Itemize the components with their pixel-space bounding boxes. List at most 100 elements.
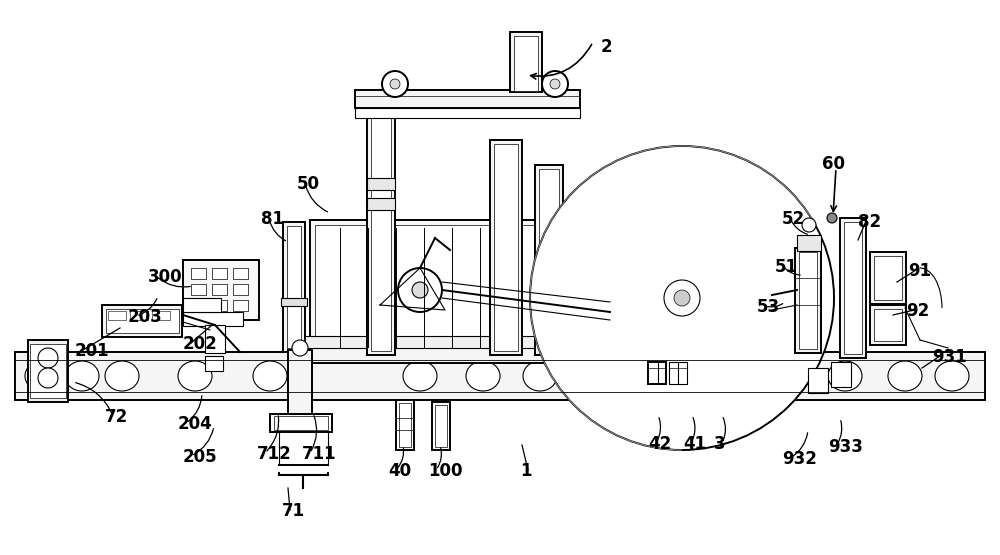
Circle shape xyxy=(412,282,428,298)
Ellipse shape xyxy=(828,361,862,391)
Bar xyxy=(283,222,305,352)
Ellipse shape xyxy=(935,361,969,391)
Text: 92: 92 xyxy=(906,302,929,320)
Text: 931: 931 xyxy=(932,348,967,366)
Bar xyxy=(270,414,332,432)
Circle shape xyxy=(827,213,837,223)
Bar xyxy=(288,350,312,428)
Bar xyxy=(310,220,540,355)
Bar xyxy=(396,400,414,450)
Bar xyxy=(108,311,126,320)
Bar xyxy=(355,90,580,108)
Bar xyxy=(15,352,985,400)
FancyArrowPatch shape xyxy=(531,44,592,79)
Bar xyxy=(371,107,391,351)
Bar xyxy=(510,32,542,92)
Bar xyxy=(797,235,821,251)
Circle shape xyxy=(292,340,308,356)
Ellipse shape xyxy=(25,361,59,391)
Bar xyxy=(281,298,307,306)
Bar xyxy=(874,309,902,341)
Bar xyxy=(295,348,555,363)
Bar xyxy=(274,416,328,430)
Bar xyxy=(212,268,227,279)
Bar xyxy=(808,368,828,393)
Ellipse shape xyxy=(523,361,557,391)
Bar xyxy=(102,305,182,337)
Bar xyxy=(874,256,902,300)
Bar xyxy=(648,362,666,384)
Circle shape xyxy=(542,71,568,97)
Bar xyxy=(205,356,223,371)
Ellipse shape xyxy=(403,361,437,391)
Bar xyxy=(399,403,411,447)
Text: 2: 2 xyxy=(601,38,613,56)
Bar xyxy=(183,260,259,320)
Bar xyxy=(191,284,206,295)
Text: 53: 53 xyxy=(757,298,780,316)
Bar xyxy=(432,402,450,450)
Bar xyxy=(844,222,862,354)
Bar xyxy=(831,362,851,387)
Bar xyxy=(287,226,301,348)
Text: 50: 50 xyxy=(297,175,320,193)
Bar xyxy=(295,336,555,348)
Circle shape xyxy=(382,71,408,97)
Ellipse shape xyxy=(581,361,615,391)
Text: 1: 1 xyxy=(520,462,532,480)
Bar xyxy=(355,108,580,118)
Circle shape xyxy=(390,79,400,89)
Bar xyxy=(535,165,563,355)
Bar xyxy=(799,252,817,349)
Circle shape xyxy=(530,146,834,450)
Text: 51: 51 xyxy=(775,258,798,276)
Bar xyxy=(233,268,248,279)
Bar xyxy=(191,268,206,279)
Text: 933: 933 xyxy=(828,438,863,456)
Bar xyxy=(191,300,206,311)
Ellipse shape xyxy=(178,361,212,391)
Text: 712: 712 xyxy=(257,445,292,463)
Bar xyxy=(539,169,559,352)
Ellipse shape xyxy=(773,361,807,391)
Text: 201: 201 xyxy=(75,342,110,360)
Text: 81: 81 xyxy=(261,210,284,228)
Bar xyxy=(870,305,906,345)
Bar xyxy=(367,103,395,355)
Bar xyxy=(130,311,148,320)
Bar xyxy=(183,312,243,326)
Circle shape xyxy=(674,290,690,306)
Text: 203: 203 xyxy=(128,308,163,326)
Text: 205: 205 xyxy=(183,448,218,466)
Bar xyxy=(795,248,821,353)
Bar xyxy=(30,344,66,398)
Bar xyxy=(435,405,447,447)
Text: 42: 42 xyxy=(648,435,671,453)
Ellipse shape xyxy=(65,361,99,391)
Bar xyxy=(152,311,170,320)
Text: 711: 711 xyxy=(302,445,337,463)
Text: 100: 100 xyxy=(428,462,462,480)
Bar xyxy=(28,340,68,402)
Ellipse shape xyxy=(888,361,922,391)
Circle shape xyxy=(38,348,58,368)
Bar xyxy=(514,36,538,91)
Bar xyxy=(669,362,687,384)
Bar xyxy=(870,252,906,304)
Bar xyxy=(233,300,248,311)
Text: 71: 71 xyxy=(282,502,305,520)
Circle shape xyxy=(38,368,58,388)
Text: 40: 40 xyxy=(388,462,411,480)
Circle shape xyxy=(802,218,816,232)
Text: 3: 3 xyxy=(714,435,726,453)
Bar xyxy=(233,284,248,295)
Ellipse shape xyxy=(466,361,500,391)
Circle shape xyxy=(398,268,442,312)
Bar xyxy=(183,298,221,312)
Bar xyxy=(490,140,522,355)
Text: 202: 202 xyxy=(183,335,218,353)
Text: 932: 932 xyxy=(782,450,817,468)
Circle shape xyxy=(550,79,560,89)
Ellipse shape xyxy=(105,361,139,391)
Bar xyxy=(106,309,179,333)
